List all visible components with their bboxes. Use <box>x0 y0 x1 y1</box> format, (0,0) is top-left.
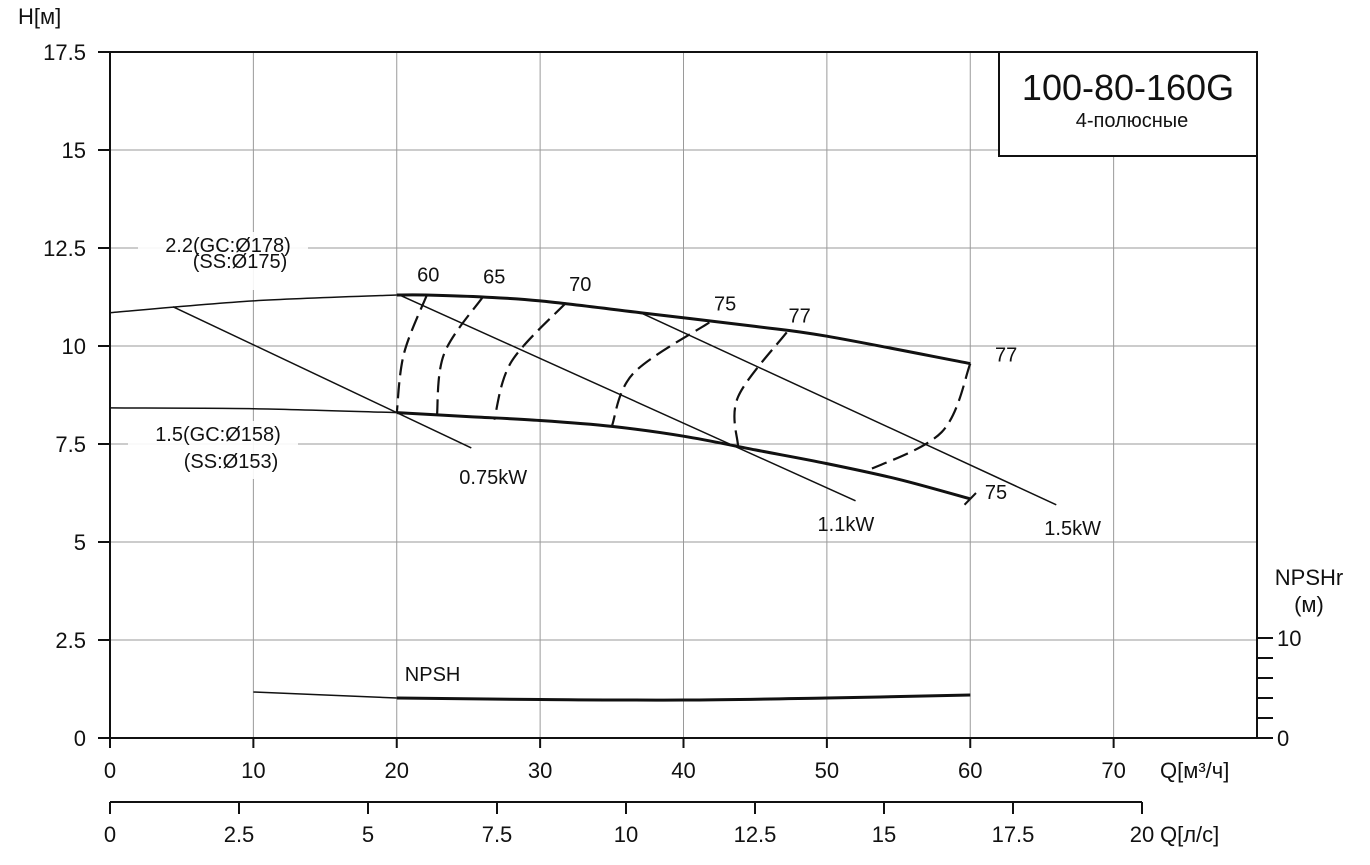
head-curve-sublabel: (SS:Ø175) <box>193 251 287 273</box>
labels: 0.75kW 1.1kW 1.5kW 60 65 70 75 77 77 75 NPSH 2.2(GC… <box>128 232 1101 686</box>
x2-tick-label: 20 <box>1130 822 1154 847</box>
efficiency-curve <box>493 302 567 421</box>
efficiency-label: 75 <box>985 482 1007 504</box>
x2-tick-label: 2.5 <box>224 822 255 847</box>
y-tick-label: 0 <box>74 726 86 751</box>
x2-tick-label: 0 <box>104 822 116 847</box>
y-tick-label: 5 <box>74 530 86 555</box>
npsh-tick-label: 10 <box>1277 626 1301 651</box>
curve-end-marker <box>963 492 977 506</box>
head-curve-label: 2.2(GC:Ø178) <box>165 235 291 257</box>
efficiency-curve <box>733 331 788 447</box>
x-tick-label: 40 <box>671 758 695 783</box>
power-line <box>172 306 472 449</box>
x2-axis-label: Q[л/с] <box>1160 822 1219 847</box>
x-tick-label: 10 <box>241 758 265 783</box>
x-tick-label: 30 <box>528 758 552 783</box>
npsh-curve-thin <box>253 691 397 699</box>
power-line-label: 0.75kW <box>459 467 527 489</box>
npsh-axis-unit: (м) <box>1294 592 1324 617</box>
efficiency-curve <box>395 294 428 413</box>
x-tick-label: 70 <box>1101 758 1125 783</box>
head-curve <box>396 293 971 366</box>
x-tick-label: 0 <box>104 758 116 783</box>
power-line <box>399 294 856 502</box>
efficiency-curve <box>435 296 484 417</box>
y-tick-label: 15 <box>62 138 86 163</box>
head-curve-sublabel: (SS:Ø153) <box>184 451 278 473</box>
head-curve <box>396 411 971 501</box>
x2-tick-label: 12.5 <box>734 822 777 847</box>
x2-tick-label: 7.5 <box>482 822 513 847</box>
npsh-axis-label: NPSHr <box>1275 565 1343 590</box>
efficiency-label: 60 <box>417 264 439 286</box>
power-line-label: 1.5kW <box>1044 518 1101 540</box>
x2-tick-label: 5 <box>362 822 374 847</box>
npsh-tick-label: 0 <box>1277 726 1289 751</box>
head-curve-thin <box>109 294 397 314</box>
npsh-curve <box>396 693 971 702</box>
head-label-bg <box>128 421 298 479</box>
y-axis-label: H[м] <box>18 4 61 29</box>
y-tick-label: 10 <box>62 334 86 359</box>
efficiency-label: 77 <box>789 305 811 327</box>
x-tick-label: 50 <box>815 758 839 783</box>
y-tick-label: 12.5 <box>43 236 86 261</box>
efficiency-label: 77 <box>995 345 1017 367</box>
x2-tick-label: 15 <box>872 822 896 847</box>
head-label-bg <box>138 232 308 290</box>
y-tick-label: 2.5 <box>55 628 86 653</box>
chart-subtitle: 4-полюсные <box>1076 110 1189 132</box>
title-box-frame <box>998 51 1258 157</box>
efficiency-label: 75 <box>714 294 736 316</box>
head-curve-label: 1.5(GC:Ø158) <box>155 424 281 446</box>
efficiency-label: NPSH <box>405 664 461 686</box>
efficiency-curve <box>865 363 972 473</box>
y-tick-label: 7.5 <box>55 432 86 457</box>
y-tick-label: 17.5 <box>43 40 86 65</box>
power-line <box>640 311 1057 506</box>
curves <box>109 293 1057 702</box>
power-line-label: 1.1kW <box>818 514 875 536</box>
x-tick-label: 60 <box>958 758 982 783</box>
x2-tick-label: 10 <box>614 822 638 847</box>
efficiency-label: 65 <box>483 266 505 288</box>
chart-title: 100-80-160G <box>1022 67 1234 108</box>
x2-tick-label: 17.5 <box>992 822 1035 847</box>
efficiency-label: 70 <box>569 274 591 296</box>
x-axis-label: Q[м³/ч] <box>1160 758 1229 783</box>
head-curve-thin <box>109 407 397 414</box>
model-title-box: 100-80-160G 4-полюсные <box>998 51 1258 157</box>
x-tick-label: 20 <box>385 758 409 783</box>
